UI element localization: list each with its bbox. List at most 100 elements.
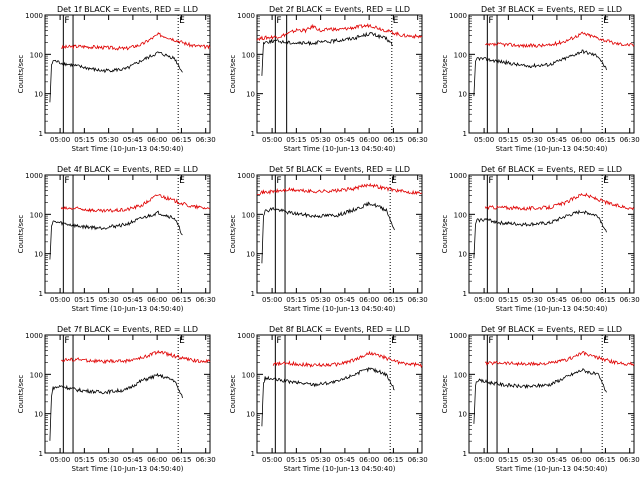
x-tick-label: 06:30 (196, 296, 216, 304)
x-axis-label: Start Time (10-Jun-13 04:50:40) (72, 305, 184, 313)
x-tick-label: 06:00 (147, 136, 167, 144)
y-axis-label: Counts/sec (229, 55, 237, 94)
y-tick-label: 10 (458, 251, 467, 259)
x-tick-label: 05:00 (50, 296, 70, 304)
marker-label: E (603, 176, 609, 186)
y-tick-label: 100 (242, 371, 255, 379)
y-tick-label: 1000 (449, 172, 467, 180)
y-tick-label: 10 (246, 411, 255, 419)
x-tick-label: 06:15 (171, 456, 191, 464)
y-tick-label: 1 (463, 130, 467, 138)
chart-title: Det 1f BLACK = Events, RED = LLD (57, 5, 198, 14)
x-tick-label: 06:15 (383, 296, 403, 304)
marker-label: E (391, 336, 397, 346)
plot-frame (468, 174, 635, 294)
x-tick-label: 06:30 (408, 456, 428, 464)
marker-label: E (179, 336, 185, 346)
x-tick-label: 05:15 (498, 456, 518, 464)
chart-panel-9: Det 9f BLACK = Events, RED = LLD 1 10 100 10… (441, 325, 640, 473)
y-tick-label: 100 (454, 371, 467, 379)
x-axis-label: Start Time (10-Jun-13 04:50:40) (72, 145, 184, 153)
x-tick-label: 05:00 (262, 136, 282, 144)
x-tick-label: 06:15 (383, 456, 403, 464)
x-tick-label: 05:00 (474, 456, 494, 464)
y-tick-label: 1 (39, 450, 43, 458)
x-tick-label: 06:30 (620, 456, 640, 464)
x-tick-label: 06:15 (383, 136, 403, 144)
series-line-events (49, 210, 183, 260)
plot-frame (256, 174, 423, 294)
marker-label: F (64, 176, 69, 186)
y-tick-label: 1000 (25, 172, 43, 180)
y-tick-label: 10 (458, 91, 467, 99)
y-tick-label: 1 (39, 130, 43, 138)
x-tick-label: 06:30 (196, 136, 216, 144)
marker-label: F (64, 336, 69, 346)
series-line-lld (485, 31, 635, 49)
x-tick-label: 06:30 (408, 296, 428, 304)
y-tick-label: 100 (242, 51, 255, 59)
y-tick-label: 1000 (449, 12, 467, 20)
x-tick-label: 05:30 (523, 136, 543, 144)
chart-panel-7: Det 7f BLACK = Events, RED = LLD 1 10 100 10… (17, 325, 216, 473)
series-line-events (473, 49, 607, 97)
x-tick-label: 06:00 (147, 456, 167, 464)
chart-title: Det 4f BLACK = Events, RED = LLD (57, 165, 198, 174)
series-line-lld (272, 350, 423, 368)
x-tick-label: 06:00 (359, 136, 379, 144)
chart-panel-3: Det 3f BLACK = Events, RED = LLD 1 10 100 10… (441, 5, 640, 153)
chart-title: Det 9f BLACK = Events, RED = LLD (481, 325, 622, 334)
x-tick-label: 05:00 (474, 136, 494, 144)
x-tick-label: 05:00 (50, 456, 70, 464)
marker-label: F (276, 16, 281, 26)
series-line-lld (484, 351, 635, 367)
x-tick-label: 05:30 (523, 456, 543, 464)
series-line-events (261, 31, 394, 76)
x-tick-label: 06:15 (171, 296, 191, 304)
x-tick-label: 06:00 (571, 136, 591, 144)
y-axis-label: Counts/sec (17, 375, 25, 414)
marker-label: F (64, 16, 69, 26)
series-line-lld (256, 182, 423, 196)
x-tick-label: 06:00 (571, 456, 591, 464)
y-tick-label: 1000 (25, 332, 43, 340)
x-axis-label: Start Time (10-Jun-13 04:50:40) (496, 145, 608, 153)
x-tick-label: 05:30 (99, 296, 119, 304)
plot-frame (44, 174, 211, 294)
y-tick-label: 1 (251, 450, 255, 458)
y-tick-label: 100 (454, 211, 467, 219)
chart-panel-1: Det 1f BLACK = Events, RED = LLD 1 10 100 10… (17, 5, 216, 153)
chart-panel-4: Det 4f BLACK = Events, RED = LLD 1 10 100 10… (17, 165, 216, 313)
plot-frame (256, 334, 423, 454)
plot-frame (468, 334, 635, 454)
x-tick-label: 05:30 (311, 136, 331, 144)
x-tick-label: 06:30 (196, 456, 216, 464)
x-tick-label: 05:00 (262, 296, 282, 304)
marker-label: E (391, 176, 397, 186)
y-tick-label: 10 (246, 251, 255, 259)
marker-label: E (179, 16, 185, 26)
x-tick-label: 05:15 (74, 296, 94, 304)
x-axis-label: Start Time (10-Jun-13 04:50:40) (496, 465, 608, 473)
x-axis-label: Start Time (10-Jun-13 04:50:40) (72, 465, 184, 473)
marker-label: E (603, 16, 609, 26)
chart-panel-5: Det 5f BLACK = Events, RED = LLD 1 10 100 10… (229, 165, 428, 313)
marker-label: E (393, 16, 399, 26)
x-tick-label: 05:15 (74, 136, 94, 144)
y-tick-label: 1 (251, 130, 255, 138)
chart-title: Det 5f BLACK = Events, RED = LLD (269, 165, 410, 174)
y-tick-label: 10 (34, 411, 43, 419)
chart-panel-2: Det 2f BLACK = Events, RED = LLD 1 10 100 10… (229, 5, 428, 153)
x-tick-label: 05:30 (99, 456, 119, 464)
x-tick-label: 05:45 (123, 136, 143, 144)
plot-frame (44, 14, 211, 134)
y-axis-label: Counts/sec (17, 55, 25, 94)
series-line-events (49, 51, 183, 103)
x-tick-label: 05:15 (286, 296, 306, 304)
y-tick-label: 100 (30, 51, 43, 59)
series-line-events (261, 201, 395, 264)
series-line-lld (256, 22, 423, 42)
y-tick-label: 1 (251, 290, 255, 298)
x-tick-label: 05:45 (335, 456, 355, 464)
chart-panel-8: Det 8f BLACK = Events, RED = LLD 1 10 100 10… (229, 325, 428, 473)
